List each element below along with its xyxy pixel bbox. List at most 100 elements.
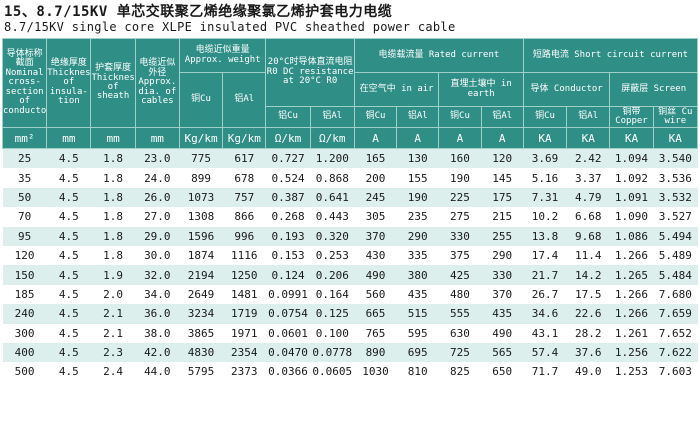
header-earth-al: 铝Al [480,106,524,128]
table-cell: 290 [396,226,439,246]
table-cell: 2354 [222,342,266,363]
table-row: 95 4.5 1.8 29.0 1596 996 0.193 0.320 370 290 330 25… [2,226,698,246]
table-cell: 1308 [179,207,223,227]
table-cell: 4.5 [46,168,91,188]
table-cell: 1116 [222,245,266,266]
unit-cell: KA [566,127,611,149]
table-cell: 1.8 [90,226,136,246]
table-cell: 2.4 [90,362,136,382]
table-cell: 300 [2,323,47,343]
table-cell: 0.193 [265,226,311,246]
title-english: 8.7/15KV single core XLPE insulated PVC … [4,20,456,34]
table-cell: 490 [481,323,524,343]
unit-cell: mm [134,127,180,149]
table-cell: 38.0 [135,323,180,343]
header-nominal: 导体标称截面 Nominal cross-section of conducto… [1,38,48,128]
unit-cell: mm² [1,127,48,149]
unit-cell: Kg/km [222,127,267,149]
table-cell: 0.125 [310,304,355,324]
table-cell: 3.527 [653,207,698,227]
table-cell: 1596 [179,226,223,246]
table-body: 25 4.5 1.8 23.0 775 617 0.727 1.200 165 130 160 120… [2,148,698,382]
table-cell: 765 [354,323,397,343]
header-conductor-cu: 铜Cu [522,106,568,128]
table-cell: 0.253 [310,245,355,266]
table-cell: 4.5 [46,148,91,169]
table-row: 35 4.5 1.8 24.0 899 678 0.524 0.868 200 155 190 145… [2,168,698,188]
table-cell: 27.0 [135,207,180,227]
table-cell: 2649 [179,284,223,305]
table-cell: 160 [438,148,482,169]
table-cell: 11.4 [566,245,610,266]
table-cell: 290 [481,245,524,266]
table-cell: 4.5 [46,284,91,305]
table-cell: 1.8 [90,187,136,208]
table-cell: 7.31 [523,187,567,208]
table-cell: 7.622 [653,342,698,363]
unit-cell: Ω/km [309,127,355,149]
table-cell: 26.7 [523,284,567,305]
table-cell: 890 [354,342,397,363]
table-cell: 0.164 [310,284,355,305]
table-cell: 4.5 [46,323,91,343]
table-cell: 1.266 [609,304,654,324]
table-cell: 275 [438,207,482,227]
table-cell: 175 [481,187,524,208]
table-cell: 425 [438,265,482,285]
table-row: 150 4.5 1.9 32.0 2194 1250 0.124 0.206 490 380 425… [2,265,698,285]
table-cell: 4.5 [46,207,91,227]
table-cell: 155 [396,168,439,188]
table-cell: 44.0 [135,362,180,382]
title-chinese: 15、8.7/15KV 单芯交联聚乙烯绝缘聚氯乙烯护套电力电缆 [4,4,393,20]
table-cell: 7.603 [653,362,698,382]
table-cell: 825 [438,362,482,382]
header-in-air: 在空气中 in air [353,72,440,107]
table-row: 185 4.5 2.0 34.0 2649 1481 0.0991 0.164 560 435 48… [2,284,698,305]
table-cell: 7.659 [653,304,698,324]
table-cell: 1.265 [609,265,654,285]
table-cell: 330 [481,265,524,285]
table-cell: 29.0 [135,226,180,246]
table-cell: 32.0 [135,265,180,285]
table-cell: 4.5 [46,245,91,266]
table-cell: 71.7 [523,362,567,382]
table-cell: 2373 [222,362,266,382]
table-cell: 14.2 [566,265,610,285]
table-cell: 42.0 [135,342,180,363]
table-cell: 4.5 [46,304,91,324]
table-cell: 4.5 [46,342,91,363]
header-weight-al: 铝Al [222,72,267,128]
table-cell: 4830 [179,342,223,363]
table-cell: 3.536 [653,168,698,188]
table-cell: 2.0 [90,284,136,305]
table-cell: 335 [396,245,439,266]
table-cell: 34.0 [135,284,180,305]
unit-cell: Kg/km [178,127,224,149]
header-dia: 电缆近似外径 Approx. dia. of cables [134,38,180,128]
table-cell: 2.1 [90,323,136,343]
header-rated-current: 电缆载流量 Rated current [353,38,524,73]
table-cell: 255 [481,226,524,246]
table-cell: 480 [438,284,482,305]
table-cell: 1.266 [609,284,654,305]
table-cell: 757 [222,187,266,208]
table-cell: 1.091 [609,187,654,208]
table-cell: 130 [396,148,439,169]
table-cell: 2.3 [90,342,136,363]
table-cell: 34.6 [523,304,567,324]
table-cell: 185 [2,284,47,305]
unit-cell: KA [609,127,654,149]
table-cell: 1.9 [90,265,136,285]
table-cell: 5.484 [653,265,698,285]
table-cell: 0.443 [310,207,355,227]
table-cell: 70 [2,207,47,227]
table-cell: 2.42 [566,148,610,169]
table-cell: 235 [396,207,439,227]
table-cell: 215 [481,207,524,227]
table-cell: 7.680 [653,284,698,305]
table-cell: 26.0 [135,187,180,208]
header-in-earth: 直埋土壤中 in earth [438,72,524,107]
table-cell: 996 [222,226,266,246]
table-cell: 1.086 [609,226,654,246]
table-cell: 37.6 [566,342,610,363]
